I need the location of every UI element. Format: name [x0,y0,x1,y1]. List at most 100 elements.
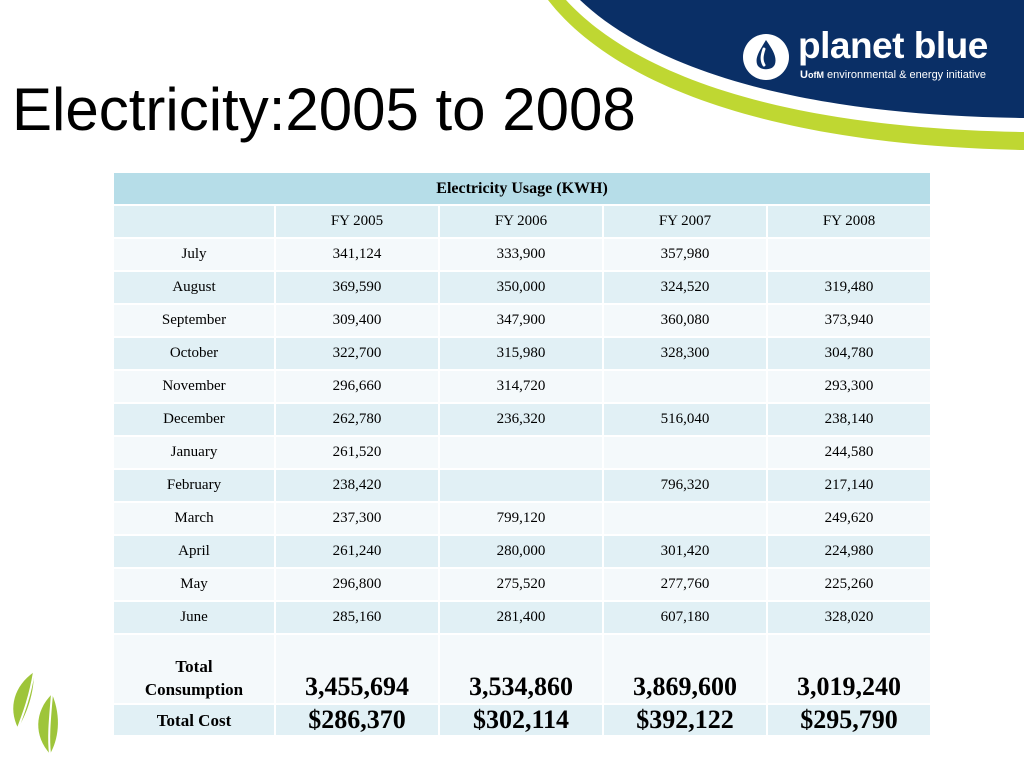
water-drop-icon [743,34,789,80]
table-row: December 262,780 236,320 516,040 238,140 [112,402,933,437]
table-row: July 341,124 333,900 357,980 [112,237,933,272]
table-row: June 285,160 281,400 607,180 328,020 [112,600,933,635]
table-caption: Electricity Usage (KWH) [111,171,933,206]
usage-cell-fy2008: 224,980 [765,534,933,569]
month-label: August [112,270,276,305]
usage-cell-fy2007: 328,300 [602,336,768,371]
month-label: February [112,468,276,503]
month-label: July [112,237,276,272]
month-label: September [112,303,276,338]
column-header-fy2008: FY 2008 [765,204,933,239]
total-cost-row: Total Cost $286,370 $302,114 $392,122 $2… [112,703,933,737]
usage-cell-fy2007: 357,980 [602,237,768,272]
table-row: October 322,700 315,980 328,300 304,780 [112,336,933,371]
usage-cell-fy2005: 322,700 [274,336,440,371]
table-row: March 237,300 799,120 249,620 [112,501,933,536]
usage-cell-fy2005: 262,780 [274,402,440,437]
leaves-icon [13,671,58,755]
total-cost-fy2006: $302,114 [438,703,604,737]
usage-cell-fy2006: 350,000 [438,270,604,305]
usage-cell-fy2006: 347,900 [438,303,604,338]
month-label: November [112,369,276,404]
table-row: April 261,240 280,000 301,420 224,980 [112,534,933,569]
usage-cell-fy2005: 309,400 [274,303,440,338]
month-label: December [112,402,276,437]
usage-cell-fy2008: 238,140 [765,402,933,437]
usage-cell-fy2008: 217,140 [765,468,933,503]
page-title: Electricity:2005 to 2008 [12,76,636,143]
usage-cell-fy2008: 244,580 [765,435,933,470]
usage-cell-fy2008: 304,780 [765,336,933,371]
usage-cell-fy2006: 315,980 [438,336,604,371]
month-label: May [112,567,276,602]
month-label: January [112,435,276,470]
logo-tag-prefix-small: ofM [807,70,824,80]
usage-cell-fy2006: 236,320 [438,402,604,437]
table-row: September 309,400 347,900 360,080 373,940 [112,303,933,338]
usage-cell-fy2008: 225,260 [765,567,933,602]
usage-cell-fy2005: 261,520 [274,435,440,470]
logo-tagline: UofM environmental & energy initiative [800,69,986,81]
table-row: November 296,660 314,720 293,300 [112,369,933,404]
usage-cell-fy2008 [765,237,933,272]
total-consumption-fy2007: 3,869,600 [602,633,768,705]
usage-cell-fy2005: 341,124 [274,237,440,272]
month-label: June [112,600,276,635]
table-row: May 296,800 275,520 277,760 225,260 [112,567,933,602]
total-cost-fy2005: $286,370 [274,703,440,737]
usage-cell-fy2005: 296,800 [274,567,440,602]
usage-cell-fy2006: 275,520 [438,567,604,602]
total-consumption-fy2008: 3,019,240 [765,633,933,705]
usage-cell-fy2006: 281,400 [438,600,604,635]
total-cost-fy2008: $295,790 [765,703,933,737]
total-consumption-fy2005: 3,455,694 [274,633,440,705]
table-caption-row: Electricity Usage (KWH) [111,171,933,206]
total-consumption-label-line2: Consumption [144,680,244,699]
usage-cell-fy2008: 328,020 [765,600,933,635]
usage-cell-fy2006 [438,435,604,470]
usage-cell-fy2008: 319,480 [765,270,933,305]
column-header-fy2006: FY 2006 [438,204,604,239]
logo-tag-rest: environmental & energy initiative [823,69,986,81]
usage-cell-fy2008: 249,620 [765,501,933,536]
usage-cell-fy2005: 369,590 [274,270,440,305]
usage-cell-fy2005: 296,660 [274,369,440,404]
table-row: August 369,590 350,000 324,520 319,480 [112,270,933,305]
usage-cell-fy2007 [602,435,768,470]
total-consumption-label: Total Consumption [112,633,276,705]
usage-cell-fy2007: 277,760 [602,567,768,602]
column-header-fy2005: FY 2005 [274,204,440,239]
logo-name: planet blue [798,25,988,66]
column-header-fy2007: FY 2007 [602,204,768,239]
usage-cell-fy2006 [438,468,604,503]
table-row: February 238,420 796,320 217,140 [112,468,933,503]
usage-cell-fy2007 [602,501,768,536]
month-label: April [112,534,276,569]
usage-cell-fy2006: 333,900 [438,237,604,272]
table-row: January 261,520 244,580 [112,435,933,470]
usage-cell-fy2007: 607,180 [602,600,768,635]
usage-cell-fy2008: 293,300 [765,369,933,404]
usage-cell-fy2007: 796,320 [602,468,768,503]
corner-cell [112,204,276,239]
usage-cell-fy2007: 360,080 [602,303,768,338]
usage-cell-fy2006: 314,720 [438,369,604,404]
usage-cell-fy2007: 516,040 [602,402,768,437]
usage-cell-fy2006: 799,120 [438,501,604,536]
month-label: March [112,501,276,536]
total-consumption-row: Total Consumption 3,455,694 3,534,860 3,… [112,633,933,705]
header-swoosh [548,0,1024,150]
planet-blue-logo: planet blue UofM environmental & energy … [742,25,1004,88]
usage-cell-fy2007: 324,520 [602,270,768,305]
usage-cell-fy2005: 285,160 [274,600,440,635]
total-cost-label: Total Cost [112,703,276,737]
total-consumption-label-line1: Total [175,657,213,676]
usage-cell-fy2006: 280,000 [438,534,604,569]
usage-cell-fy2007 [602,369,768,404]
logo-tag-prefix: U [800,69,808,81]
table-header-row: FY 2005 FY 2006 FY 2007 FY 2008 [112,204,933,239]
total-consumption-fy2006: 3,534,860 [438,633,604,705]
usage-cell-fy2005: 237,300 [274,501,440,536]
month-label: October [112,336,276,371]
usage-cell-fy2005: 261,240 [274,534,440,569]
